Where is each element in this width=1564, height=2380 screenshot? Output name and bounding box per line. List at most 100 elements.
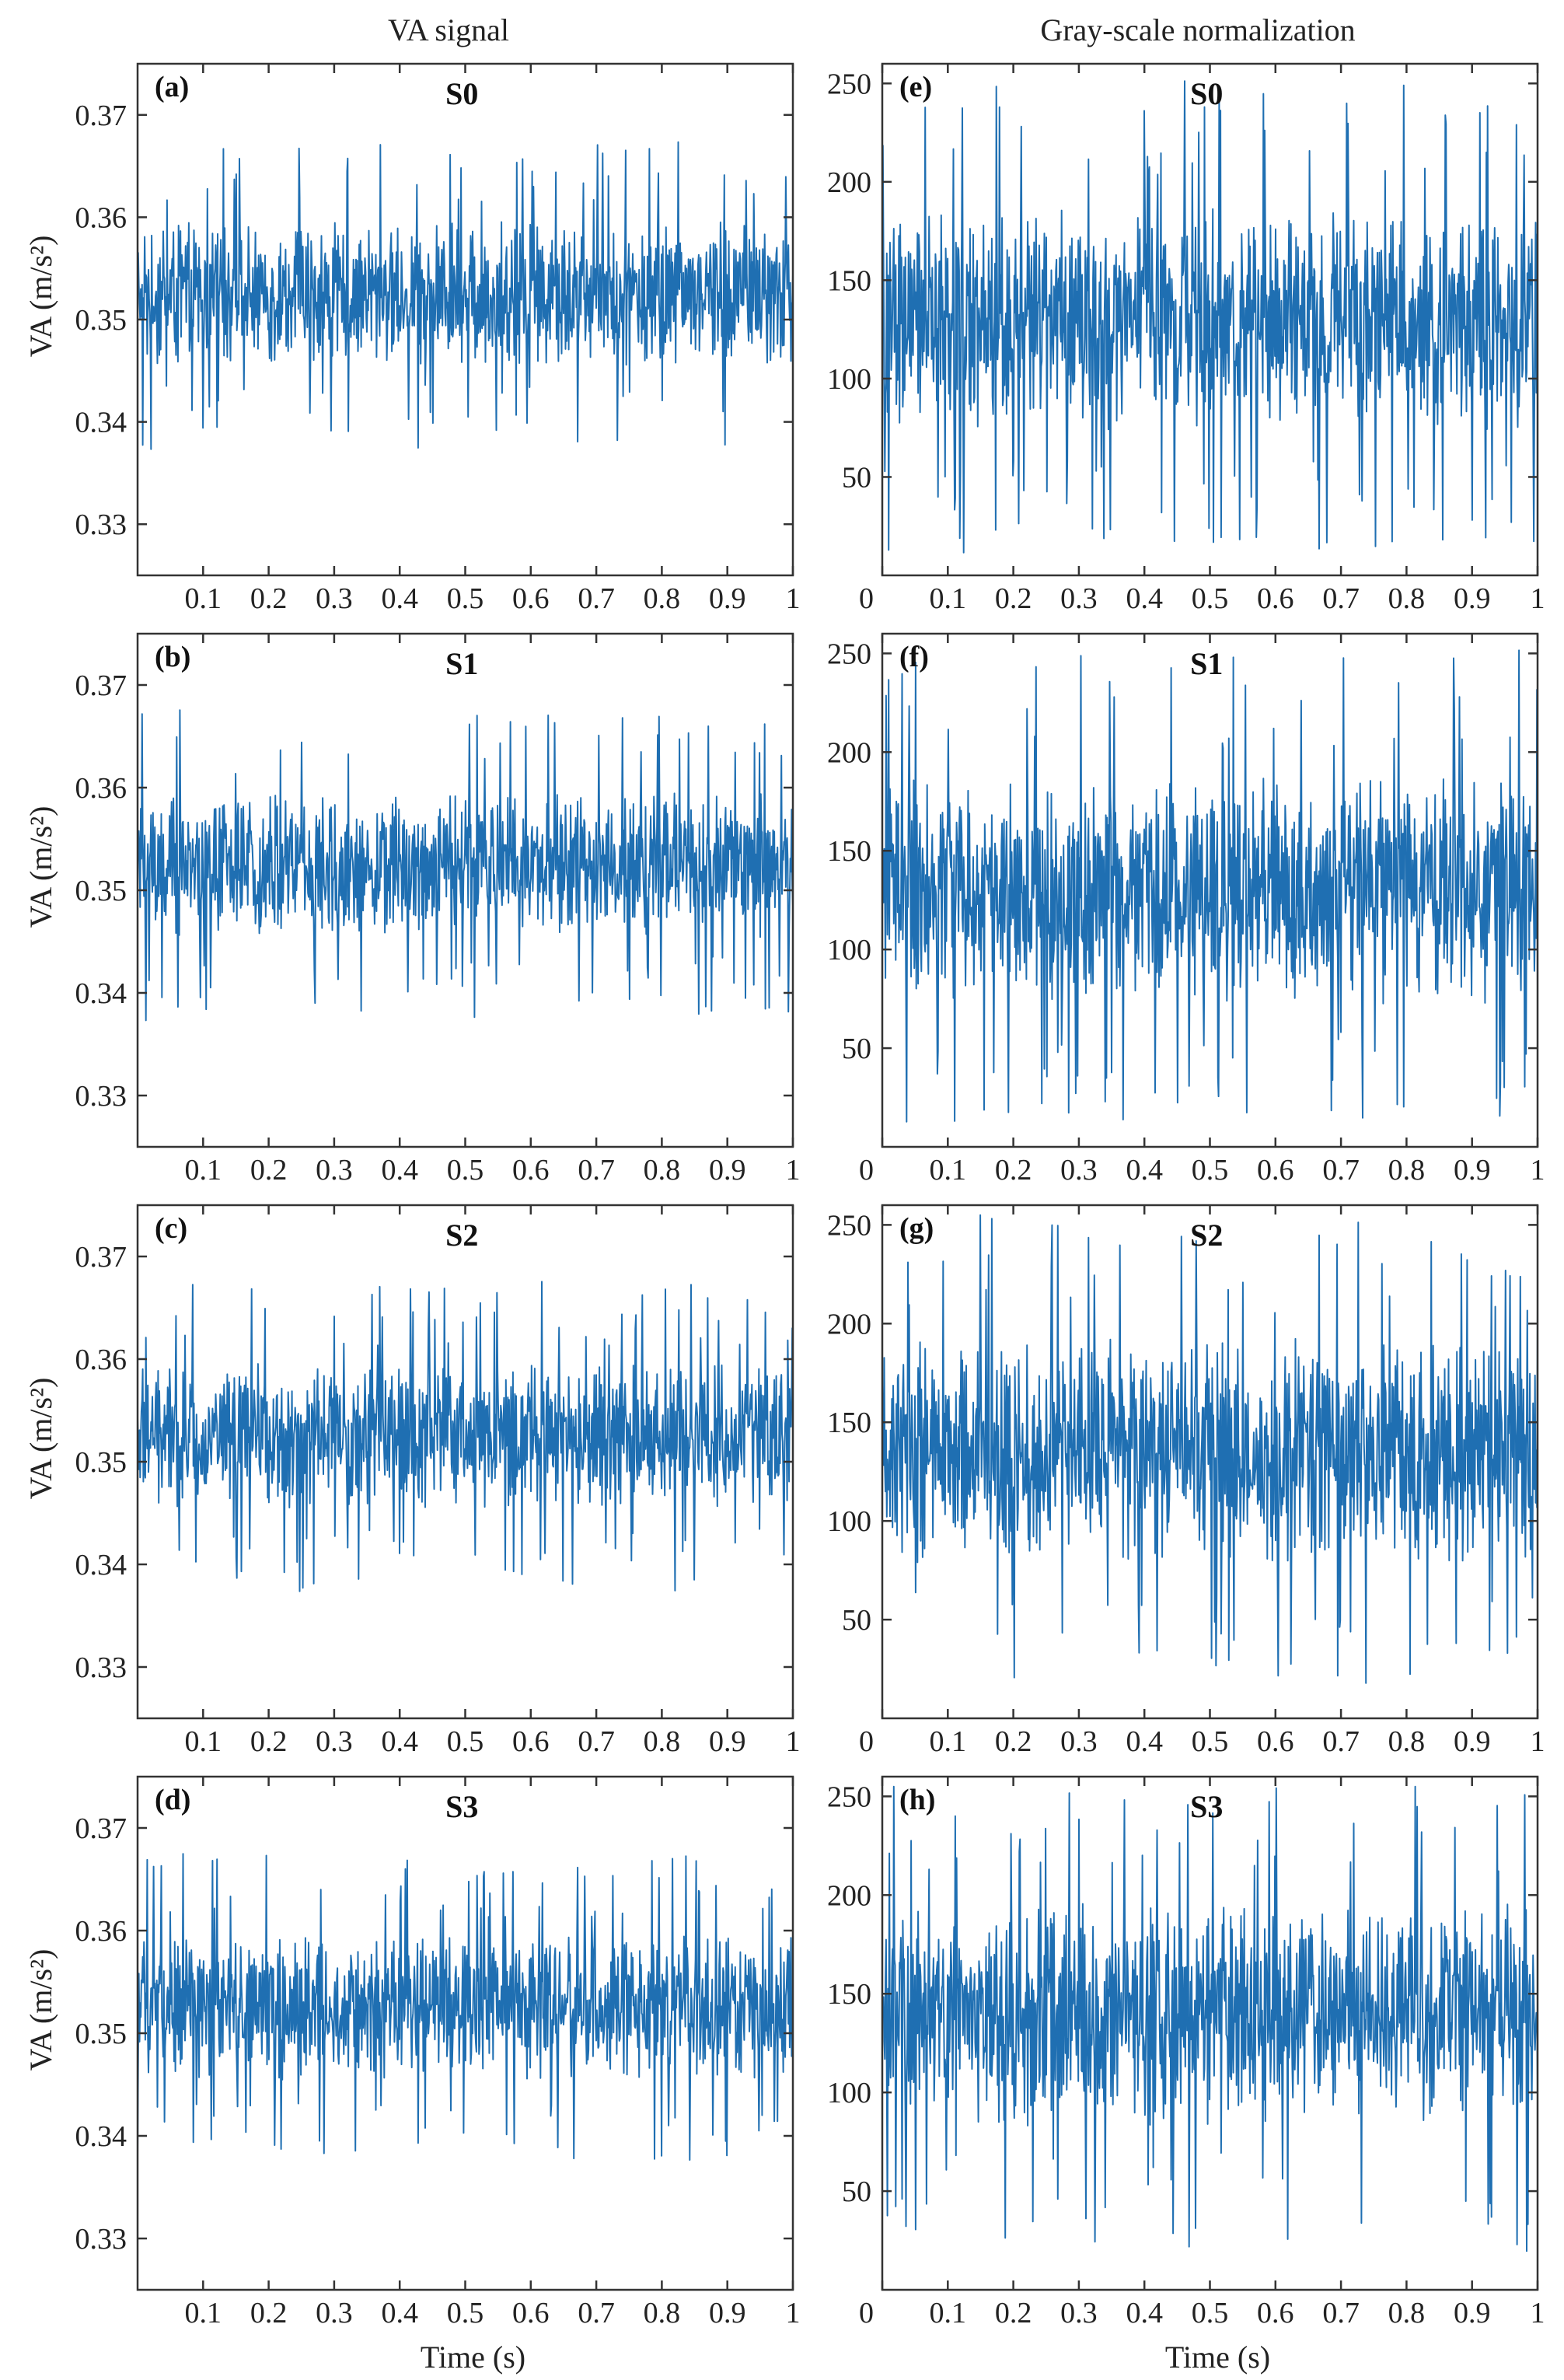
x-tick-label: 0.2	[995, 1725, 1032, 1758]
y-tick-label: 250	[827, 68, 871, 100]
y-axis-label: VA (m/s²)	[23, 1949, 58, 2071]
x-tick-label: 0.2	[995, 1154, 1032, 1187]
panel-letter: (b)	[155, 641, 190, 673]
panel-title: S3	[445, 1789, 478, 1824]
y-tick-label: 0.37	[75, 1812, 127, 1845]
x-tick-label: 1	[1531, 582, 1545, 615]
panel-letter: (d)	[155, 1784, 190, 1816]
y-tick-label: 0.34	[75, 407, 127, 439]
x-tick-label: 1	[786, 1725, 801, 1758]
y-tick-label: 200	[827, 1308, 871, 1340]
x-tick-label: 0.3	[316, 582, 353, 615]
x-tick-label: 0.2	[995, 2297, 1032, 2329]
y-tick-label: 0.35	[75, 875, 127, 907]
panel-title: S1	[445, 646, 478, 681]
x-tick-label: 0.8	[644, 1725, 681, 1758]
y-tick-label: 0.37	[75, 1241, 127, 1274]
panel-title: S0	[1190, 76, 1223, 111]
x-tick-label: 0.7	[578, 1725, 615, 1758]
x-tick-label: 1	[786, 582, 801, 615]
x-tick-label: 0.2	[250, 1725, 288, 1758]
signal-line-s2	[882, 1214, 1538, 1684]
x-tick-label: 1	[1531, 1154, 1545, 1187]
y-tick-label: 150	[827, 1407, 871, 1439]
x-tick-label: 0.3	[316, 2297, 353, 2329]
x-tick-label: 0.8	[1388, 1154, 1426, 1187]
y-tick-label: 200	[827, 166, 871, 199]
x-tick-label: 1	[786, 2297, 801, 2329]
y-tick-label: 100	[827, 363, 871, 396]
x-tick-label: 0.6	[1257, 2297, 1294, 2329]
x-tick-label: 0.6	[1257, 582, 1294, 615]
signal-line-s2	[138, 1281, 793, 1592]
signal-line-s1	[882, 649, 1538, 1123]
y-tick-label: 0.33	[75, 509, 127, 541]
y-tick-label: 0.35	[75, 304, 127, 337]
x-tick-label: 0.5	[1192, 582, 1229, 615]
x-tick-label: 0.1	[930, 1725, 967, 1758]
x-tick-label: 0.5	[447, 1725, 484, 1758]
x-tick-label: 0.7	[1322, 1154, 1360, 1187]
x-tick-label: 0.5	[1192, 2297, 1229, 2329]
x-tick-label: 0.1	[930, 582, 967, 615]
x-tick-label: 0.7	[1322, 1725, 1360, 1758]
signal-line-s1	[138, 709, 793, 1022]
x-tick-label: 0.7	[578, 2297, 615, 2329]
y-tick-label: 250	[827, 638, 871, 670]
y-tick-label: 0.33	[75, 2223, 127, 2256]
panel-letter: (h)	[899, 1784, 935, 1816]
x-tick-label: 0.5	[1192, 1725, 1229, 1758]
panel-c: 0.1 0.2 0.3 0.4 0.5 0.6 0.7 0.8 0.9 1 0.33 0.34 0.35…	[23, 1204, 801, 1758]
x-tick-label: 0.5	[447, 1154, 484, 1187]
panel-letter: (g)	[899, 1212, 934, 1245]
x-tick-label: 0.5	[1192, 1154, 1229, 1187]
x-tick-label: 0.8	[644, 582, 681, 615]
y-tick-label: 50	[842, 461, 871, 494]
y-tick-label: 150	[827, 264, 871, 297]
x-tick-label: 0.9	[709, 1725, 746, 1758]
x-tick-label: 0.4	[381, 582, 418, 615]
y-tick-label: 150	[827, 1978, 871, 2011]
y-tick-label: 0.35	[75, 1446, 127, 1479]
column-title-right: Gray-scale normalization	[1040, 12, 1355, 47]
y-tick-label: 0.34	[75, 1549, 127, 1581]
panel-letter: (e)	[899, 71, 932, 103]
panel-g: 0 0.1 0.2 0.3 0.4 0.5 0.6 0.7 0.8 0.9 150100150200…	[827, 1204, 1545, 1758]
x-tick-label: 0.9	[1454, 2297, 1491, 2329]
y-tick-label: 0.37	[75, 669, 127, 702]
x-axis-label: Time (s)	[1165, 2340, 1270, 2375]
y-axis-label: VA (m/s²)	[23, 236, 58, 358]
y-tick-label: 250	[827, 1209, 871, 1242]
panel-title: S3	[1190, 1789, 1223, 1824]
panel-title: S0	[445, 76, 478, 111]
x-tick-label: 0.4	[1126, 1725, 1163, 1758]
x-tick-label: 0.9	[1454, 1154, 1491, 1187]
signal-line-s3	[138, 1853, 793, 2161]
column-title-left: VA signal	[388, 12, 509, 47]
x-tick-label: 0.2	[250, 2297, 288, 2329]
y-tick-label: 100	[827, 934, 871, 966]
x-tick-label: 0.9	[709, 582, 746, 615]
x-tick-label: 0.9	[709, 2297, 746, 2329]
panel-title: S2	[1190, 1218, 1223, 1253]
x-tick-label: 0.1	[185, 582, 222, 615]
x-tick-label: 0.4	[381, 1725, 418, 1758]
y-tick-label: 50	[842, 2176, 871, 2208]
y-tick-label: 100	[827, 2077, 871, 2109]
x-tick-label: 0.3	[1060, 1154, 1098, 1187]
y-tick-label: 200	[827, 1879, 871, 1912]
x-tick-label: 0.5	[447, 582, 484, 615]
x-tick-label: 0.3	[316, 1154, 353, 1187]
x-tick-label: 0.1	[185, 2297, 222, 2329]
x-tick-label: 0	[859, 582, 874, 615]
y-axis-label: VA (m/s²)	[23, 1378, 58, 1500]
y-tick-label: 0.36	[75, 1915, 127, 1948]
panel-h: 0 0.1 0.2 0.3 0.4 0.5 0.6 0.7 0.8 0.9 150100150200…	[827, 1775, 1545, 2375]
x-tick-label: 0.2	[250, 1154, 288, 1187]
x-tick-label: 0.4	[381, 2297, 418, 2329]
panel-b: 0.1 0.2 0.3 0.4 0.5 0.6 0.7 0.8 0.9 1 0.33 0.34 0.35…	[23, 632, 801, 1187]
x-tick-label: 0.3	[316, 1725, 353, 1758]
x-tick-label: 0.9	[1454, 582, 1491, 615]
x-tick-label: 0.3	[1060, 582, 1098, 615]
x-tick-label: 1	[1531, 2297, 1545, 2329]
